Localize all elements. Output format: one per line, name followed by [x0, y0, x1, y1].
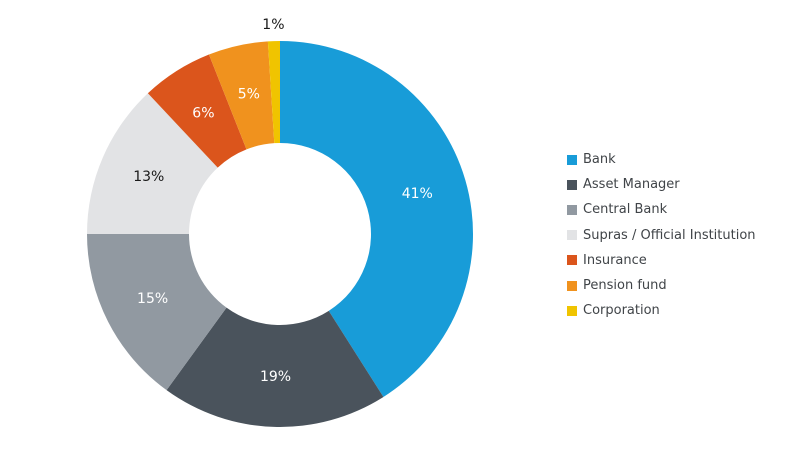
legend-item-supras-official-institution: Supras / Official Institution: [567, 223, 756, 248]
slice-supras-official-institution: [87, 93, 218, 234]
legend-swatch-asset-manager: [567, 179, 577, 190]
slice-label-bank: 41%: [402, 186, 433, 202]
legend-label-corporation: Corporation: [583, 303, 660, 319]
chart-legend: Bank Asset Manager Central Bank Supras / Of…: [567, 147, 756, 323]
legend-label-central-bank: Central Bank: [583, 202, 668, 218]
slice-label-central-bank: 15%: [137, 291, 168, 307]
legend-label-pension-fund: Pension fund: [583, 278, 667, 294]
slice-label-asset-manager: 19%: [260, 369, 291, 385]
slice-label-pension-fund: 5%: [238, 86, 260, 102]
legend-label-bank: Bank: [583, 152, 616, 168]
legend-item-bank: Bank: [567, 147, 756, 172]
legend-label-insurance: Insurance: [583, 252, 647, 268]
legend-item-pension-fund: Pension fund: [567, 273, 756, 298]
legend-swatch-pension-fund: [567, 280, 577, 291]
legend-swatch-insurance: [567, 255, 577, 266]
legend-item-corporation: Corporation: [567, 298, 756, 323]
slice-pension-fund: [208, 41, 275, 150]
legend-swatch-central-bank: [567, 204, 577, 215]
legend-swatch-corporation: [567, 305, 577, 316]
slice-corporation: [267, 41, 280, 144]
slice-label-supras-official-institution: 13%: [133, 169, 164, 185]
slice-label-insurance: 6%: [192, 105, 214, 121]
legend-item-insurance: Insurance: [567, 248, 756, 273]
slice-bank: [280, 41, 474, 397]
legend-item-central-bank: Central Bank: [567, 197, 756, 222]
legend-label-asset-manager: Asset Manager: [583, 177, 680, 193]
legend-label-supras-official-institution: Supras / Official Institution: [583, 227, 756, 243]
legend-swatch-supras-official-institution: [567, 230, 577, 241]
slice-insurance: [147, 54, 247, 168]
slice-central-bank: [86, 234, 227, 391]
legend-swatch-bank: [567, 154, 577, 165]
legend-item-asset-manager: Asset Manager: [567, 172, 756, 197]
slice-asset-manager: [166, 307, 384, 427]
slice-label-corporation: 1%: [262, 17, 284, 33]
